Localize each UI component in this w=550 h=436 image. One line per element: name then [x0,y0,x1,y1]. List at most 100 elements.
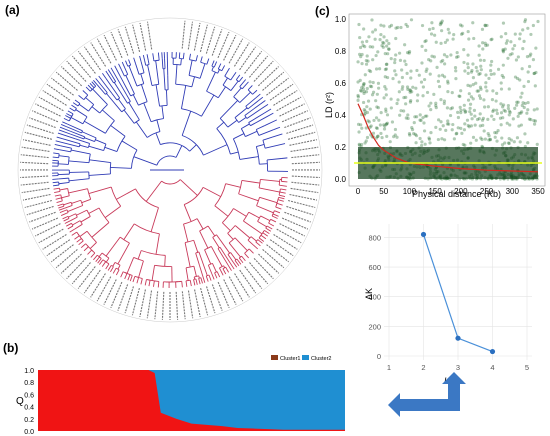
tree-branch [71,104,77,109]
tree-branch [140,84,148,102]
ld-point [503,109,507,113]
tree-branch [217,63,222,70]
ld-point [520,110,524,114]
ld-point [466,123,470,128]
leaf-label-mark [253,60,274,82]
ld-point [527,117,532,121]
tree-branch [210,246,223,267]
ld-point [434,105,438,110]
ld-point [365,39,369,43]
tree-branch [70,133,85,140]
tree-branch [64,220,71,224]
ld-point [507,137,511,141]
ld-point [487,138,491,142]
leaf-label-mark [181,291,186,320]
ld-point [532,71,537,76]
tree-branch [279,191,286,194]
ld-point [419,80,424,84]
ld-point [533,119,538,123]
tree-branch [256,197,260,206]
ld-point [402,109,406,113]
tree-branch [58,205,65,209]
tree-branch [279,188,281,193]
ld-ytick-label: 0.2 [335,143,347,152]
ld-point [374,99,378,103]
ld-point [401,85,405,89]
ld-point [445,54,449,59]
ld-point [378,123,383,127]
ld-point [447,31,451,35]
ld-point [442,75,447,79]
leaf-label-mark [117,284,129,311]
ld-point [378,67,382,71]
ld-point [361,43,365,48]
ld-point [412,132,416,136]
ld-point [415,99,420,103]
tree-branch [74,223,83,230]
ld-point [466,53,470,57]
tree-branch [256,143,265,147]
arrow-vertical [442,372,466,411]
ld-point [445,106,450,110]
ld-point [488,138,492,142]
tree-branch [72,102,79,107]
tree-branch [76,238,82,243]
ld-point [360,126,364,130]
ld-point [479,87,483,91]
tree-branch [230,151,239,155]
ld-point [400,75,404,80]
tree-branch [110,125,126,137]
tree-branch [179,179,198,196]
ld-point [375,92,379,96]
tree-branch [144,279,147,286]
leaf-label-mark [211,284,223,311]
tree-branch [248,248,254,254]
ld-point [507,141,511,145]
tree-branch [225,266,230,273]
ld-point [386,52,390,56]
leaf-label-mark [276,228,302,244]
tree-branch [101,261,107,267]
ld-point [368,45,372,49]
ld-point [384,62,389,66]
ld-xtick-label: 150 [428,187,442,196]
tree-branch [91,106,101,114]
ld-point [479,64,483,68]
ld-point [356,122,361,126]
tree-branch [66,126,82,134]
leaf-label-mark [83,269,101,294]
tree-branch [235,74,241,80]
ld-point [521,47,525,51]
ld-point [508,53,512,57]
leaf-label-mark [146,290,153,319]
tree-branch [65,209,68,211]
tree-branch [211,60,215,67]
tree-branch [104,146,118,152]
ld-point [376,50,380,54]
ld-point [367,120,371,124]
ld-point [409,98,413,103]
leaf-label-mark [289,193,318,201]
leaf-label-mark [161,291,165,320]
leaf-label-mark [290,146,319,152]
ld-point [469,141,473,145]
tree-branch [193,240,199,253]
ld-point [532,119,536,123]
tree-branch [185,279,191,282]
ld-point [383,67,388,72]
ld-point [365,86,369,91]
tree-branch [222,266,226,270]
ld-point [466,71,470,75]
ld-point [393,127,398,132]
ld-point [453,66,458,70]
ld-point [511,117,515,121]
ld-point [356,80,360,84]
tree-branch [216,271,221,278]
ld-point [427,136,431,140]
tree-branch [185,280,188,287]
ld-point [463,122,467,126]
tree-branch [135,63,140,75]
ld-point [365,105,369,109]
leaf-label-mark [239,46,257,71]
ld-point [434,125,438,129]
